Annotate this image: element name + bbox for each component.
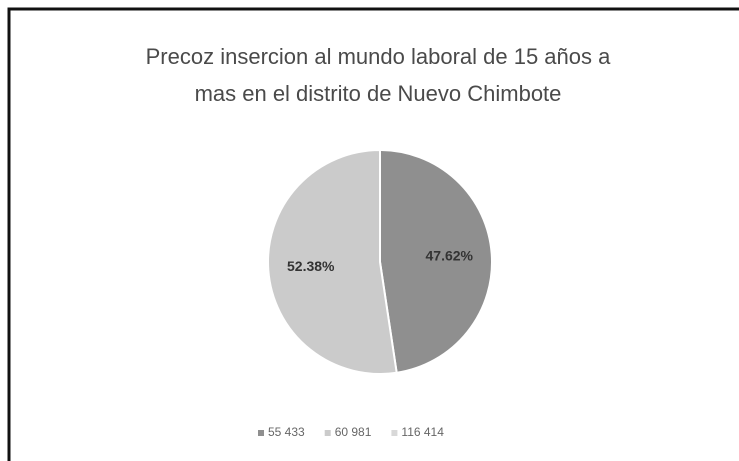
pie-slice <box>267 148 398 375</box>
legend-marker <box>258 430 264 436</box>
data-label: 47.62% <box>426 248 474 264</box>
legend-label: 60 981 <box>335 425 372 439</box>
chart-title: mas en el distrito de Nuevo Chimbote <box>195 81 562 106</box>
legend-label: 116 414 <box>401 425 444 439</box>
legend-marker <box>324 430 331 436</box>
chart-title: Precoz insercion al mundo laboral de 15 … <box>146 44 611 69</box>
legend-marker <box>391 430 398 436</box>
legend-label: 55 433 <box>268 425 305 439</box>
data-label: 52.38% <box>287 258 335 274</box>
pie-slice <box>379 148 493 374</box>
